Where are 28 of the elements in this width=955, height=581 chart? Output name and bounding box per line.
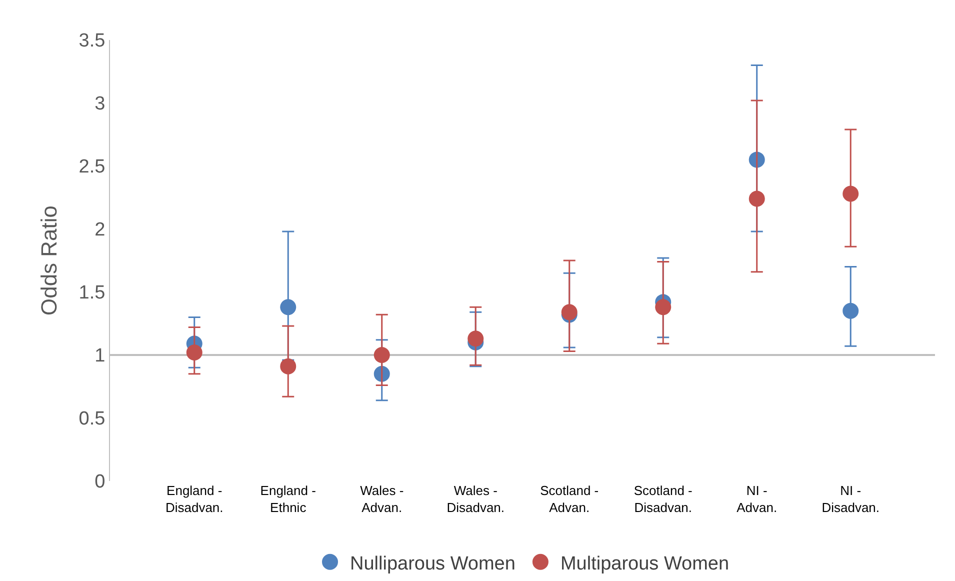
point: [280, 358, 296, 374]
y-tick-label: 0: [94, 472, 106, 493]
x-tick-label: NI - Advan.: [736, 483, 778, 515]
point: [280, 299, 296, 316]
x-tick-label: Scotland - Disadvan.: [634, 483, 692, 515]
y-tick-label: 3.5: [78, 30, 106, 52]
x-tick-label: Scotland - Advan.: [540, 483, 599, 515]
y-tick-label: 0.5: [78, 408, 106, 430]
x-tick-label: NI - Disadvan.: [822, 483, 880, 515]
y-axis-title: Odds Ratio: [36, 205, 62, 316]
legend-label: Multiparous Women: [560, 553, 730, 574]
point: [186, 344, 202, 360]
point: [468, 330, 484, 347]
x-tick-label: Wales - Disadvan.: [446, 483, 505, 515]
point: [655, 299, 672, 316]
y-tick-label: 2: [94, 220, 106, 241]
y-tick-label: 1.5: [78, 282, 106, 304]
y-tick-label: 1: [94, 346, 106, 367]
point: [842, 186, 859, 202]
y-tick-label: 3: [94, 94, 106, 115]
y-tick-label: 2.5: [78, 156, 106, 178]
legend-label: Nulliparous Women: [350, 553, 516, 574]
point: [374, 347, 390, 363]
x-tick-label: England - Ethnic: [260, 483, 316, 515]
point: [748, 190, 765, 207]
x-tick-label: England - Disadvan.: [165, 483, 224, 515]
point: [842, 302, 859, 319]
x-tick-label: Wales - Advan.: [360, 483, 404, 515]
